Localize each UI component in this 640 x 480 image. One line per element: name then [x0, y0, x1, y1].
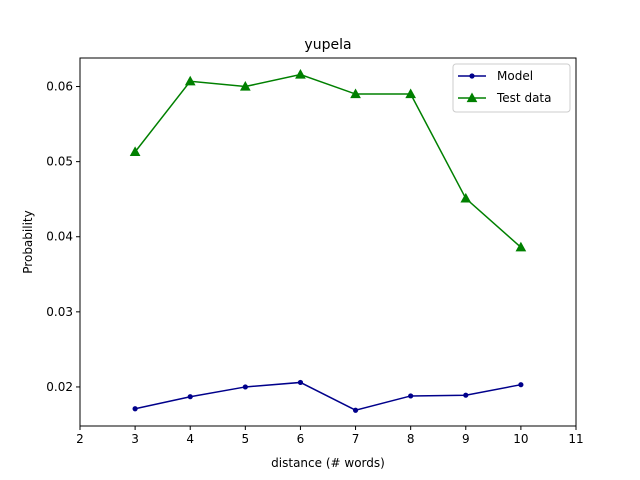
legend-label-test-data: Test data	[496, 91, 551, 105]
x-tick-label: 6	[297, 432, 305, 446]
x-tick-label: 10	[513, 432, 528, 446]
data-point-test-data	[515, 241, 527, 252]
data-point-test-data	[460, 192, 472, 203]
data-point-test-data	[239, 81, 251, 91]
data-point-test-data	[129, 146, 141, 156]
data-point-model	[463, 392, 469, 398]
y-tick-label: 0.02	[46, 380, 73, 394]
x-tick-label: 3	[131, 432, 139, 446]
series-line-test-data	[134, 73, 522, 248]
x-axis-title: distance (# words)	[271, 456, 385, 470]
y-tick-label: 0.06	[46, 80, 73, 94]
data-point-test-data	[350, 88, 361, 99]
y-tick-label: 0.03	[46, 305, 73, 319]
x-tick-label: 7	[352, 432, 360, 446]
x-axis-ticks: 2 3 4 5 6 7 8 9 10 11	[76, 426, 584, 446]
data-point-test-data	[184, 75, 196, 86]
x-tick-label: 11	[568, 432, 583, 446]
y-axis-title: Probability	[21, 210, 35, 273]
legend-label-model: Model	[497, 69, 533, 83]
x-tick-label: 4	[186, 432, 194, 446]
plot-frame	[79, 57, 577, 427]
x-tick-label: 5	[242, 432, 250, 446]
data-point-test-data	[405, 88, 417, 99]
data-point-model	[352, 407, 359, 413]
x-tick-label: 9	[462, 432, 470, 446]
legend-marker-test-data	[466, 92, 478, 103]
data-point-model	[187, 394, 193, 400]
data-point-model	[408, 393, 414, 399]
y-tick-label: 0.04	[46, 230, 73, 244]
x-tick-label: 8	[407, 432, 415, 446]
y-tick-label: 0.05	[46, 155, 73, 169]
data-point-model	[297, 379, 304, 386]
data-point-model	[242, 384, 248, 390]
y-axis-ticks: 0.02 0.03 0.04 0.05 0.06	[46, 80, 80, 394]
x-tick-label: 2	[76, 432, 84, 446]
legend-marker-model	[469, 73, 475, 79]
legend: Model Test data	[452, 63, 571, 113]
data-point-model	[132, 406, 138, 412]
series-line-model	[134, 381, 522, 412]
data-point-test-data	[295, 68, 306, 79]
data-point-model	[518, 382, 524, 388]
chart-title: yupela	[304, 37, 351, 53]
series-layer	[129, 68, 527, 413]
